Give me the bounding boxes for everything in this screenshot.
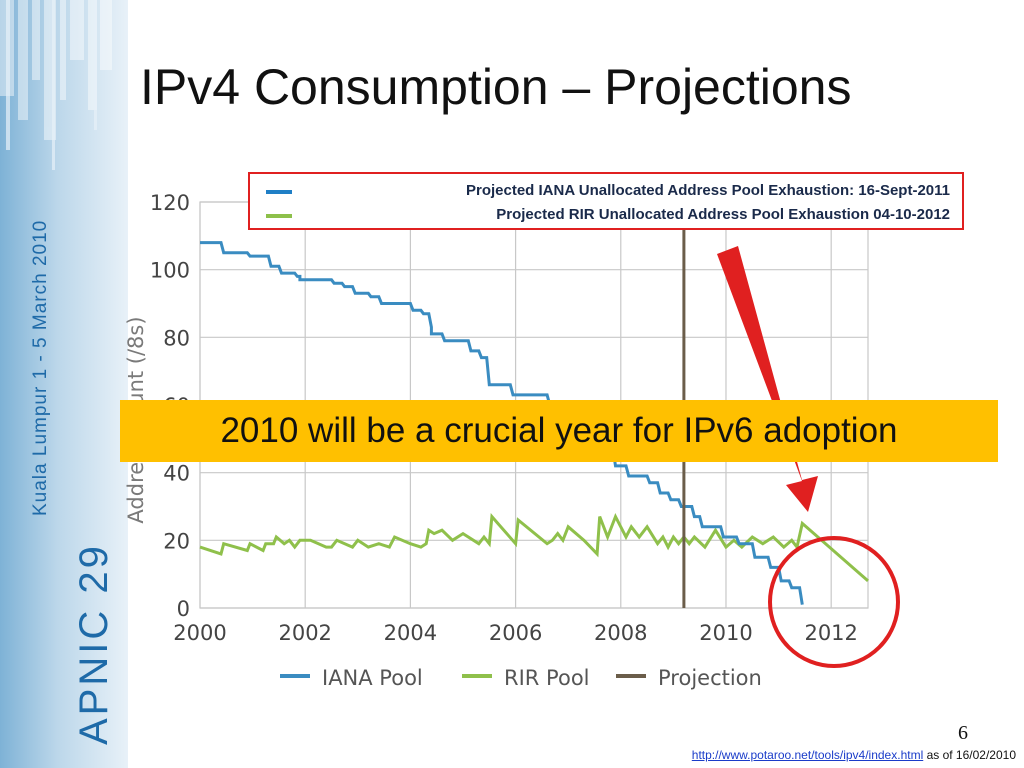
y-tick-label: 40	[163, 462, 190, 486]
iana-swatch-icon	[266, 190, 292, 194]
legend-label-2: Projection	[658, 666, 762, 690]
y-tick-label: 0	[177, 597, 190, 621]
series-rir-line	[199, 512, 869, 583]
y-tick-label: 20	[163, 529, 190, 553]
legend-label-1: RIR Pool	[504, 666, 590, 690]
x-tick-labels: 2000 2002 2004 2006 2008 2010 2012	[173, 621, 858, 645]
slide-title: IPv4 Consumption – Projections	[140, 59, 852, 115]
x-tick-label: 2010	[699, 621, 752, 645]
source-link[interactable]: http://www.potaroo.net/tools/ipv4/index.…	[691, 748, 924, 762]
callout-banner-text: 2010 will be a crucial year for IPv6 ado…	[220, 411, 898, 450]
sidebar-decoration: APNIC 29 Kuala Lumpur 1 - 5 March 2010	[0, 0, 128, 768]
x-tick-label: 2006	[489, 621, 542, 645]
page-number: 6	[958, 722, 968, 744]
source-footer: http://www.potaroo.net/tools/ipv4/index.…	[692, 748, 1016, 762]
legend-label-0: IANA Pool	[322, 666, 423, 690]
exhaustion-circle	[768, 536, 900, 668]
source-date: as of 16/02/2010	[923, 748, 1016, 762]
chart-legend: IANA Pool RIR Pool Projection	[280, 666, 762, 690]
y-tick-label: 100	[150, 259, 190, 283]
skyline-graphic	[0, 0, 112, 170]
projection-legend-rir: Projected RIR Unallocated Address Pool E…	[250, 204, 950, 224]
rir-swatch-icon	[266, 214, 292, 218]
series-iana-line	[200, 241, 804, 605]
projection-legend: Projected IANA Unallocated Address Pool …	[248, 172, 964, 230]
callout-banner: 2010 will be a crucial year for IPv6 ado…	[120, 400, 998, 462]
x-tick-label: 2004	[384, 621, 437, 645]
y-tick-label: 80	[163, 326, 190, 350]
projection-legend-iana-text: Projected IANA Unallocated Address Pool …	[465, 182, 950, 199]
series-layer	[199, 241, 869, 605]
y-tick-label: 120	[150, 191, 190, 215]
x-tick-label: 2008	[594, 621, 647, 645]
projection-legend-rir-text: Projected RIR Unallocated Address Pool E…	[496, 206, 950, 223]
x-tick-label: 2012	[804, 621, 857, 645]
projection-legend-iana: Projected IANA Unallocated Address Pool …	[250, 180, 950, 200]
x-tick-label: 2000	[173, 621, 226, 645]
x-tick-label: 2002	[278, 621, 331, 645]
red-arrow-icon	[717, 246, 818, 512]
